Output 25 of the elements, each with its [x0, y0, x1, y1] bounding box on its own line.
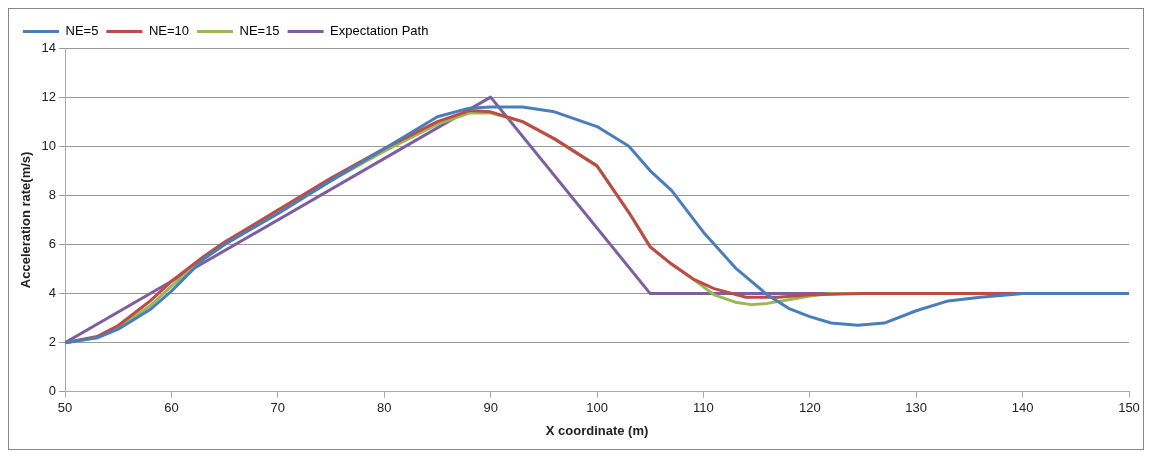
- y-tick-label: 8: [48, 186, 57, 202]
- y-tick-label: 0: [48, 383, 57, 399]
- legend-label: NE=5: [65, 23, 99, 39]
- x-tick-label: 50: [57, 400, 73, 416]
- y-tick-label: 10: [41, 137, 57, 153]
- x-tick-label: 140: [1011, 400, 1034, 416]
- legend-label: NE=15: [239, 23, 280, 39]
- y-tick-label: 12: [41, 88, 57, 104]
- x-tick-label: 130: [905, 400, 928, 416]
- legend-label: Expectation Path: [330, 23, 429, 39]
- x-tick-label: 100: [586, 400, 608, 416]
- y-tick-label: 14: [41, 39, 57, 55]
- x-tick-label: 90: [483, 400, 498, 416]
- x-tick-label: 80: [377, 400, 392, 416]
- x-tick-label: 60: [164, 400, 179, 416]
- y-axis-title: Acceleration rate(m/s): [18, 151, 34, 289]
- y-tick-label: 4: [48, 285, 57, 301]
- legend-label: NE=10: [148, 23, 190, 39]
- x-tick-label: 120: [798, 400, 821, 416]
- x-axis-title: X coordinate (m): [545, 422, 649, 438]
- x-tick-label: 70: [270, 400, 286, 416]
- x-tick-label: 150: [1118, 400, 1140, 416]
- y-tick-label: 6: [48, 236, 57, 252]
- x-tick-label: 110: [693, 400, 714, 416]
- y-tick-label: 2: [48, 334, 57, 350]
